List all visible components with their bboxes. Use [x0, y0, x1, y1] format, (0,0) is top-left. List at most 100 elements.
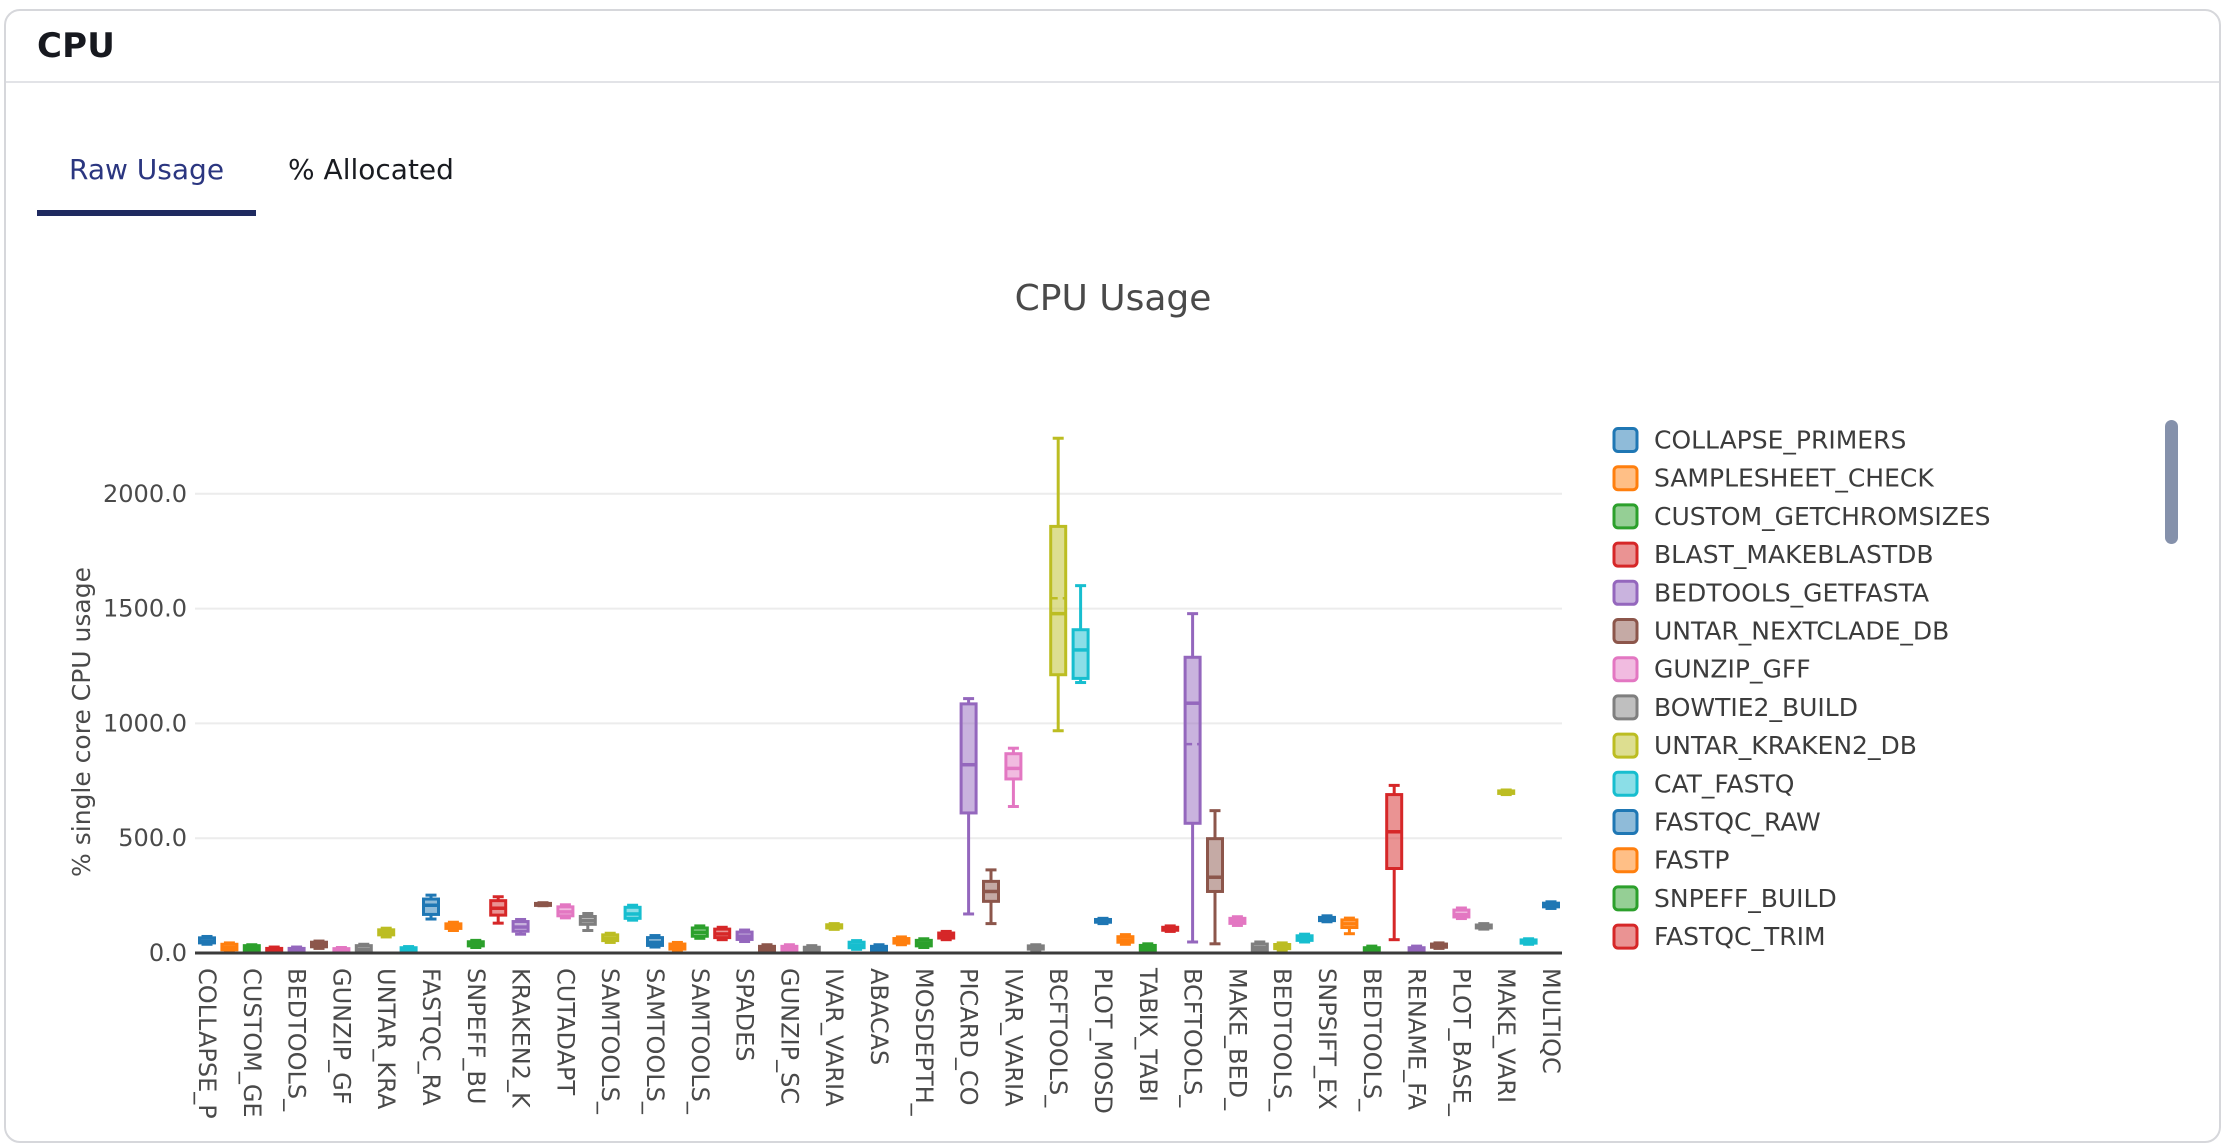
box-plot-trace[interactable]: [668, 940, 687, 953]
box-plot-trace[interactable]: [1273, 941, 1292, 952]
x-tick-label: IVAR_VARIA: [820, 968, 848, 1107]
box-plot-trace[interactable]: [534, 901, 552, 908]
box-plot-trace[interactable]: [198, 934, 216, 946]
legend-item[interactable]: BLAST_MAKEBLASTDB: [1612, 540, 1934, 569]
x-tick-label: SAMTOOLS_: [596, 968, 624, 1115]
x-tick-label: IVAR_VARIA: [999, 968, 1027, 1107]
box-plot-trace[interactable]: [1183, 612, 1202, 944]
legend-label: BLAST_MAKEBLASTDB: [1654, 540, 1934, 569]
box-plot-trace[interactable]: [1362, 944, 1381, 954]
box-plot-trace[interactable]: [713, 925, 732, 942]
legend-item[interactable]: CUSTOM_GETCHROMSIZES: [1612, 502, 1991, 531]
box-plot-trace[interactable]: [870, 943, 888, 954]
legend-swatch: [1612, 809, 1639, 835]
box-plot-trace[interactable]: [847, 939, 866, 951]
box-plot-trace[interactable]: [1228, 915, 1247, 927]
box-plot-trace[interactable]: [1161, 924, 1180, 933]
box-plot-trace[interactable]: [377, 926, 396, 939]
legend-swatch: [1612, 732, 1639, 759]
box-plot-trace[interactable]: [242, 943, 261, 954]
box-plot-trace[interactable]: [1318, 914, 1336, 924]
legend-swatch: [1612, 541, 1639, 568]
box-plot-trace[interactable]: [578, 912, 597, 932]
legend-item[interactable]: BOWTIE2_BUILD: [1612, 693, 1858, 722]
box-plot-trace[interactable]: [1071, 584, 1090, 685]
box-plot-trace[interactable]: [1026, 943, 1045, 952]
box-plot-trace[interactable]: [825, 922, 844, 931]
legend-swatch: [1612, 656, 1639, 683]
legend-item[interactable]: COLLAPSE_PRIMERS: [1612, 426, 1906, 455]
box-plot-trace[interactable]: [735, 928, 754, 944]
box-plot-trace[interactable]: [1116, 933, 1135, 946]
box-plot-trace[interactable]: [444, 920, 463, 932]
tab-raw-usage[interactable]: Raw Usage: [37, 153, 257, 216]
legend-item[interactable]: CAT_FASTQ: [1612, 769, 1794, 798]
box-plot-trace[interactable]: [1519, 937, 1538, 946]
legend-label: CAT_FASTQ: [1654, 769, 1794, 798]
box-plot-trace[interactable]: [1004, 746, 1023, 809]
legend-item[interactable]: SAMPLESHEET_CHECK: [1612, 464, 1934, 493]
legend-item[interactable]: UNTAR_NEXTCLADE_DB: [1612, 617, 1949, 646]
box-plot-trace[interactable]: [489, 895, 508, 925]
box-plot-trace[interactable]: [556, 903, 575, 920]
box-plot-trace[interactable]: [1049, 436, 1068, 733]
box-plot-trace[interactable]: [646, 934, 664, 949]
x-tick-label: UNTAR_KRA: [372, 968, 400, 1110]
box-plot-trace[interactable]: [937, 929, 956, 942]
box-plot-trace[interactable]: [310, 939, 328, 950]
x-tick-label: TABIX_TABI: [1134, 967, 1162, 1102]
box-plot-trace[interactable]: [914, 937, 933, 949]
legend-item[interactable]: GUNZIP_GFF: [1612, 655, 1811, 684]
box-plot-trace[interactable]: [422, 893, 440, 921]
tab-bar: Raw Usage % Allocated: [37, 153, 486, 216]
y-tick-label: 1500.0: [103, 595, 187, 623]
legend-swatch: [1612, 503, 1639, 530]
y-tick-label: 500.0: [118, 824, 187, 852]
box-plot-trace[interactable]: [623, 903, 642, 922]
legend-item[interactable]: BEDTOOLS_GETFASTA: [1612, 578, 1929, 607]
box-plot-trace[interactable]: [332, 945, 351, 955]
gridlines: 0.0 500.0 1000.0 1500.0 2000.0: [103, 480, 1562, 967]
box-plot-trace[interactable]: [1474, 922, 1493, 931]
legend-label: UNTAR_KRAKEN2_DB: [1654, 731, 1917, 760]
box-plot-trace[interactable]: [466, 938, 485, 949]
cpu-usage-box-chart[interactable]: 0.0 500.0 1000.0 1500.0 2000.0 CPU Usage % sin…: [4, 9, 2221, 1143]
legend-swatch: [1612, 923, 1639, 950]
box-plot-trace[interactable]: [959, 697, 978, 916]
legend-item[interactable]: FASTQC_TRIM: [1612, 922, 1826, 951]
box-plot-trace[interactable]: [1542, 900, 1560, 910]
legend-item[interactable]: FASTQC_RAW: [1612, 808, 1821, 837]
x-tick-label: SAMTOOLS_: [641, 968, 669, 1115]
legend-item[interactable]: FASTP: [1612, 846, 1729, 875]
box-plot-trace[interactable]: [1452, 906, 1471, 921]
box-plot-trace[interactable]: [1094, 916, 1112, 926]
box-plot-trace[interactable]: [220, 941, 239, 954]
legend-item[interactable]: UNTAR_KRAKEN2_DB: [1612, 731, 1917, 760]
box-plot-trace[interactable]: [892, 935, 911, 947]
box-plot-trace[interactable]: [1385, 783, 1404, 942]
box-plot-trace[interactable]: [802, 944, 821, 954]
legend-label: CUSTOM_GETCHROMSIZES: [1654, 502, 1991, 531]
x-tick-labels: COLLAPSE_P CUSTOM_GE BEDTOOLS_ GUNZIP_GF UNT…: [193, 967, 1565, 1119]
box-plot-trace[interactable]: [1206, 809, 1224, 946]
box-plot-trace[interactable]: [511, 917, 530, 936]
box-plot-trace[interactable]: [1138, 942, 1157, 954]
box-plot-trace[interactable]: [780, 943, 799, 954]
box-plot-trace[interactable]: [690, 924, 709, 940]
box-plot-trace[interactable]: [1295, 932, 1314, 944]
tab-percent-allocated[interactable]: % Allocated: [288, 153, 454, 186]
x-tick-label: BEDTOOLS_: [1358, 968, 1386, 1112]
box-plot-trace[interactable]: [1250, 940, 1269, 954]
box-plot-trace[interactable]: [1340, 916, 1359, 936]
box-plot-trace[interactable]: [1407, 944, 1426, 954]
box-plot-trace[interactable]: [1430, 941, 1448, 950]
box-plot-trace[interactable]: [601, 931, 620, 944]
box-plot-trace[interactable]: [1497, 788, 1516, 797]
legend-label: SNPEFF_BUILD: [1654, 884, 1837, 913]
legend-item[interactable]: SNPEFF_BUILD: [1612, 884, 1837, 913]
legend-scrollbar[interactable]: [2165, 420, 2178, 544]
x-tick-label: SAMTOOLS_: [686, 968, 714, 1115]
box-plot-trace[interactable]: [982, 868, 1000, 926]
box-plot-trace[interactable]: [758, 943, 776, 954]
x-tick-label: CUSTOM_GE: [238, 968, 266, 1118]
